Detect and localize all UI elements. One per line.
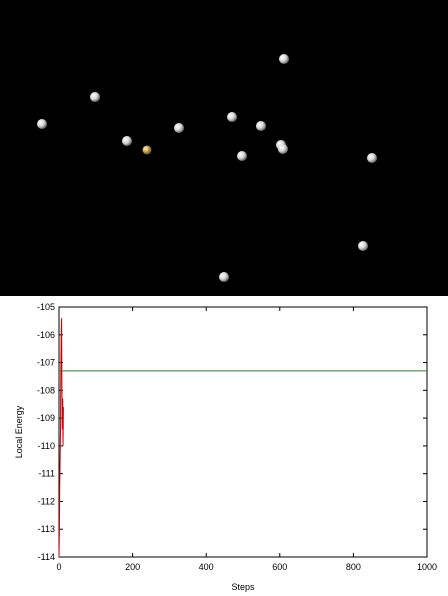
- particle[interactable]: [278, 144, 288, 154]
- highlighted-particle[interactable]: [142, 145, 152, 155]
- particle[interactable]: [219, 272, 229, 282]
- particle[interactable]: [279, 54, 289, 64]
- particle[interactable]: [90, 92, 100, 102]
- x-tick-label: 0: [56, 562, 61, 572]
- particle[interactable]: [358, 241, 368, 251]
- energy-chart: -105 -106 -107 -108 -109 -110 -111 -112 -113 -114…: [14, 302, 437, 592]
- particle[interactable]: [256, 121, 266, 131]
- y-tick-label: -106: [37, 330, 55, 340]
- particles-layer: [37, 54, 377, 282]
- y-tick-label: -110: [38, 441, 55, 451]
- y-axis-label: Local Energy: [14, 405, 24, 458]
- x-tick-label: 1000: [417, 562, 437, 572]
- y-tick-label: -107: [37, 358, 55, 368]
- series-layer: [58, 318, 427, 558]
- y-tick-label: -114: [38, 552, 55, 562]
- particle[interactable]: [174, 123, 184, 133]
- local-energy-series-line: [58, 318, 64, 558]
- x-axis-label: Steps: [231, 582, 255, 592]
- particle[interactable]: [37, 119, 47, 129]
- particle[interactable]: [122, 136, 132, 146]
- y-tick-label: -108: [37, 385, 55, 395]
- plot-frame: [58, 306, 428, 558]
- x-axis-ticks: 0 200 400 600 800 1000: [56, 307, 437, 572]
- y-tick-label: -113: [38, 524, 55, 534]
- y-tick-label: -111: [38, 469, 55, 479]
- x-tick-label: 800: [346, 562, 361, 572]
- x-tick-label: 200: [125, 562, 140, 572]
- y-axis-ticks: -105 -106 -107 -108 -109 -110 -111 -112 -113 -114: [37, 302, 427, 562]
- energy-plot-panel: -105 -106 -107 -108 -109 -110 -111 -112 -113 -114…: [0, 296, 448, 596]
- particle[interactable]: [237, 151, 247, 161]
- y-tick-label: -109: [37, 413, 55, 423]
- x-tick-label: 400: [199, 562, 214, 572]
- particle[interactable]: [227, 112, 237, 122]
- x-tick-label: 600: [272, 562, 287, 572]
- y-tick-label: -105: [37, 302, 55, 312]
- y-tick-label: -112: [38, 496, 55, 506]
- particle[interactable]: [367, 153, 377, 163]
- simulation-viewport[interactable]: [0, 0, 448, 296]
- particle-canvas: [37, 54, 377, 282]
